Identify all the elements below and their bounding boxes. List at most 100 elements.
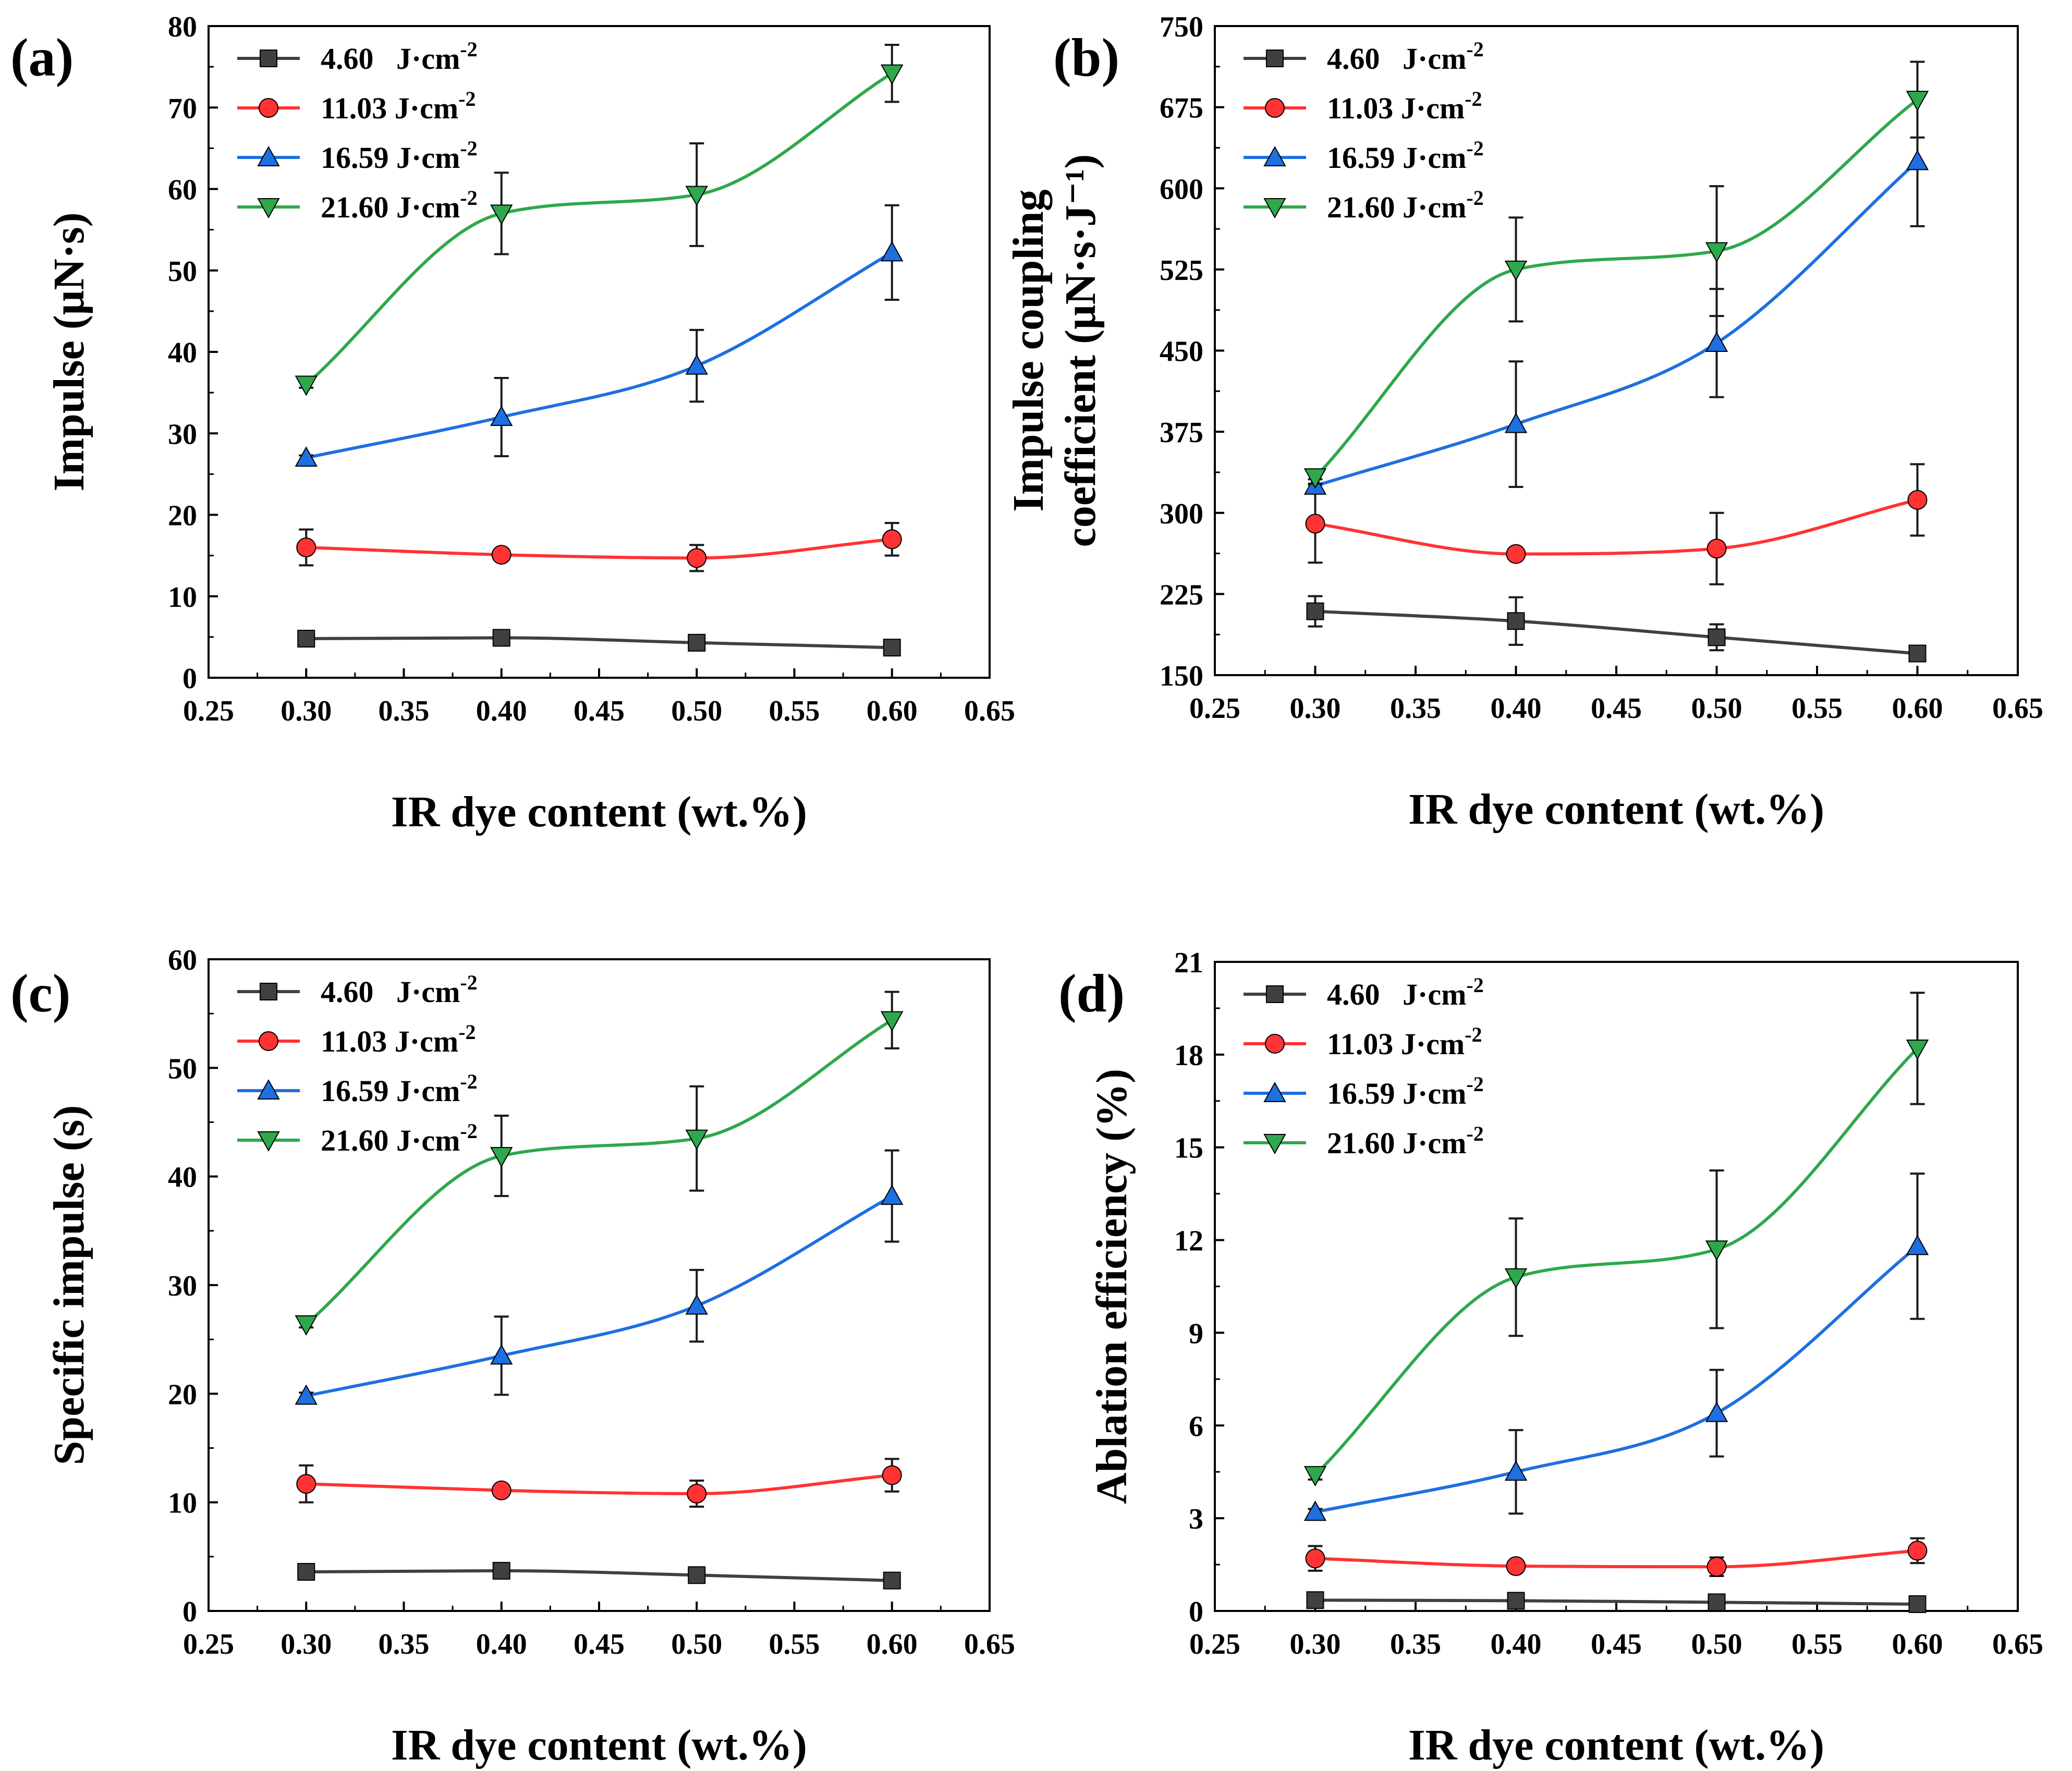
series-4 [1303,60,1929,489]
legend-label: 21.60 J·cm-2 [1327,186,1484,224]
data-point [1705,331,1728,352]
y-tick-label: 30 [168,1270,197,1302]
y-tick-label: 0 [182,1596,197,1628]
series-line [1315,1598,1918,1606]
x-tick-label: 0.40 [1491,692,1542,725]
legend-label: 16.59 J·cm-2 [321,1070,478,1108]
x-tick-label: 0.55 [769,1628,820,1660]
y-tick-label: 20 [168,500,197,532]
data-point [685,354,708,375]
series-line [306,538,892,560]
data-point [882,529,902,549]
y-axis-label: Specific impulse (s) [45,1105,93,1465]
y-tick-label: 18 [1174,1040,1203,1072]
legend-label: 21.60 J·cm-2 [321,186,478,224]
y-tick-label: 60 [168,944,197,976]
chart-panel-b: 0.25 0.30 0.35 0.40 0.45 0.50 0.55 0.60 0.65 150 2… [1004,11,2043,834]
legend-label-superscript: -2 [460,971,477,994]
data-point [1705,1240,1728,1261]
legend-label: 16.59 J·cm-2 [1327,1072,1484,1110]
x-tick-label: 0.55 [1791,692,1843,725]
chart-panel-d: 0.25 0.30 0.35 0.40 0.45 0.50 0.55 0.60 0.65 0 3 6 9… [1058,947,2043,1769]
legend-marker [257,1079,280,1100]
data-point [490,405,513,426]
legend-label: 4.60 J·cm-2 [321,38,478,76]
y-tick-label: 600 [1160,173,1203,205]
data-point [295,1315,318,1336]
legend-label-text: 4.60 J·cm [1327,42,1466,76]
x-axis-label: IR dye content (wt.%) [1408,1721,1824,1769]
data-point [1708,628,1726,646]
data-point [1907,490,1928,510]
data-point [1306,602,1324,620]
x-tick-label: 0.35 [1390,1628,1441,1660]
data-point [1906,150,1929,170]
x-tick-label: 0.45 [574,695,625,727]
data-point [1906,91,1929,112]
data-point [881,1011,904,1032]
series-3 [295,204,904,467]
data-point [1303,1466,1327,1487]
x-axis-label: IR dye content (wt.%) [1408,785,1824,834]
data-point [1707,539,1727,559]
data-point [687,1484,707,1504]
legend-label-text: 11.03 J·cm [1327,1027,1465,1061]
y-axis-label: Ablation efficiency (%) [1088,1069,1136,1504]
data-point [490,1147,513,1168]
data-point [1908,644,1927,663]
series-1 [1306,1591,1927,1613]
x-tick-label: 0.40 [476,695,527,727]
series-line [306,1194,893,1398]
series-line [305,72,893,386]
x-tick-label: 0.25 [183,695,234,727]
x-tick-label: 0.45 [574,1628,625,1660]
series-4 [1303,992,1929,1487]
legend-label-text: 4.60 J·cm [321,42,460,76]
legend-marker [1263,1081,1286,1102]
data-point [883,639,901,657]
data-point [1504,1268,1528,1289]
legend-label-superscript: -2 [1466,186,1483,210]
data-point [1305,1548,1325,1569]
y-tick-label: 9 [1189,1317,1203,1350]
x-tick-label: 0.25 [1189,1628,1240,1660]
legend-label: 11.03 J·cm-2 [321,1020,476,1058]
x-tick-label: 0.50 [1691,1628,1742,1660]
x-tick-label: 0.65 [964,1628,1015,1660]
series-3 [295,1149,904,1405]
legend-label: 4.60 J·cm-2 [321,971,478,1009]
y-tick-label: 6 [1189,1410,1203,1443]
legend-label-text: 11.03 J·cm [1327,91,1465,125]
panel-label: (c) [10,963,70,1023]
legend-label: 11.03 J·cm-2 [1327,1023,1482,1061]
series-line [1314,1047,1919,1476]
legend-label-superscript: -2 [1466,973,1483,997]
data-point [1506,1556,1526,1577]
series-2 [1305,1537,1928,1578]
legend-marker [1265,1034,1285,1054]
data-point [688,633,706,652]
y-tick-label: 750 [1160,11,1203,43]
data-point [1708,1593,1726,1611]
legend-marker [1265,98,1285,118]
y-tick-label: 80 [168,11,197,43]
x-tick-label: 0.40 [476,1628,527,1660]
series-line [1315,609,1918,655]
x-tick-label: 0.30 [281,695,332,727]
y-tick-label: 60 [168,174,197,206]
legend-marker [1263,198,1286,219]
legend-marker [257,1131,280,1152]
x-tick-label: 0.60 [1892,692,1943,725]
y-tick-label: 50 [168,1053,197,1085]
data-point [1705,242,1728,263]
legend-marker [259,98,278,118]
y-tick-label: 675 [1160,92,1203,125]
panel-label: (a) [10,28,74,88]
y-tick-label: 30 [168,418,197,450]
series-2 [296,1458,902,1508]
y-tick-label: 300 [1160,498,1203,530]
y-tick-label: 12 [1174,1225,1203,1257]
legend-label-superscript: -2 [460,186,477,210]
data-point [1303,468,1327,489]
